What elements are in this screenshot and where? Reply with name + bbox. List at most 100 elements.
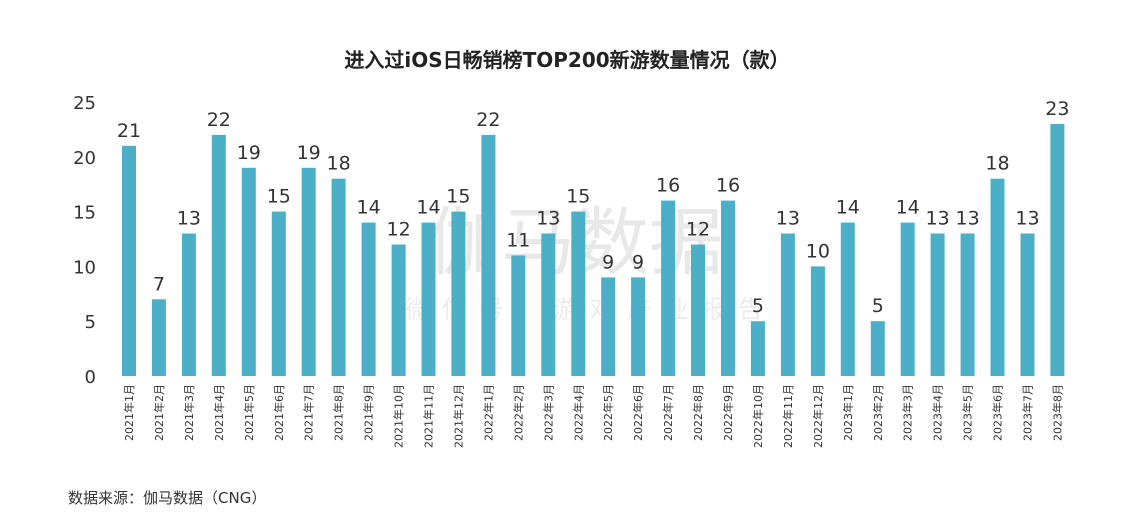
data-label: 5	[752, 295, 764, 317]
source-note: 数据来源：伽马数据（CNG）	[68, 489, 266, 507]
y-tick-label: 5	[85, 312, 96, 333]
data-label: 15	[566, 186, 590, 208]
x-tick-label: 2021年11月	[422, 384, 436, 448]
bar	[960, 233, 975, 376]
x-tick-label: 2023年2月	[871, 384, 885, 441]
bar	[361, 222, 376, 376]
data-label: 14	[357, 197, 381, 219]
bar	[151, 299, 166, 376]
bar	[780, 233, 795, 376]
bar	[900, 222, 915, 376]
x-tick-label: 2022年7月	[661, 384, 675, 441]
data-label: 10	[806, 240, 830, 262]
data-label: 19	[297, 142, 321, 164]
data-label: 23	[1045, 98, 1069, 120]
x-tick-label: 2022年2月	[511, 384, 525, 441]
x-tick-label: 2021年9月	[362, 384, 376, 441]
bar	[1020, 233, 1035, 376]
data-label: 9	[632, 251, 644, 273]
bar	[601, 277, 616, 376]
data-label: 15	[267, 186, 291, 208]
x-tick-label: 2023年4月	[931, 384, 945, 441]
data-label: 7	[153, 273, 165, 295]
bar	[181, 233, 196, 376]
x-tick-label: 2022年8月	[691, 384, 705, 441]
bar	[391, 244, 406, 376]
bar	[930, 233, 945, 376]
x-tick-label: 2023年5月	[961, 384, 975, 441]
bar	[541, 233, 556, 376]
y-tick-label: 0	[85, 367, 96, 388]
bar	[721, 200, 735, 376]
x-tick-label: 2023年7月	[1021, 384, 1035, 441]
x-tick-label: 2021年10月	[392, 384, 406, 448]
bar	[511, 255, 526, 376]
bar	[691, 244, 705, 376]
data-label: 12	[686, 219, 710, 241]
data-label: 19	[237, 142, 261, 164]
bar	[870, 321, 885, 376]
data-label: 13	[1015, 208, 1039, 230]
data-label: 13	[536, 208, 560, 230]
data-label: 11	[506, 229, 530, 251]
data-label: 22	[207, 109, 231, 131]
data-label: 18	[985, 153, 1009, 175]
y-tick-label: 20	[73, 148, 96, 169]
bar	[451, 211, 466, 376]
x-tick-label: 2023年3月	[901, 384, 915, 441]
x-tick-label: 2021年7月	[302, 384, 316, 441]
x-tick-label: 2021年2月	[152, 384, 166, 441]
x-axis: 2021年1月 2021年2月 2021年3月 2021年4月 2021年5月 2021年…	[122, 384, 1064, 448]
bar	[840, 222, 855, 376]
data-label: 13	[926, 208, 950, 230]
data-label: 9	[602, 251, 614, 273]
data-label: 18	[327, 153, 351, 175]
data-label: 22	[476, 109, 500, 131]
bar	[1050, 123, 1065, 377]
bars	[122, 123, 1065, 377]
x-tick-label: 2021年1月	[122, 384, 136, 441]
bar	[331, 178, 346, 376]
bar	[301, 167, 316, 376]
data-label: 13	[776, 208, 800, 230]
x-tick-label: 2021年4月	[212, 384, 226, 441]
data-label: 13	[177, 208, 201, 230]
bar	[122, 145, 136, 376]
x-tick-label: 2023年1月	[841, 384, 855, 441]
data-label: 13	[956, 208, 980, 230]
x-tick-label: 2021年8月	[332, 384, 346, 441]
data-label: 14	[896, 197, 920, 219]
x-tick-label: 2023年8月	[1050, 384, 1064, 441]
bar	[571, 211, 586, 376]
bar	[990, 178, 1005, 376]
data-label: 14	[416, 197, 440, 219]
data-label: 12	[387, 219, 411, 241]
bar	[271, 211, 286, 376]
x-tick-label: 2021年5月	[242, 384, 256, 441]
x-tick-label: 2022年11月	[781, 384, 795, 448]
x-tick-label: 2022年3月	[541, 384, 555, 441]
bar	[810, 266, 825, 376]
x-tick-label: 2022年12月	[811, 384, 825, 448]
bar	[241, 167, 256, 376]
y-tick-label: 15	[73, 203, 96, 224]
x-tick-label: 2021年3月	[182, 384, 196, 441]
x-tick-label: 2023年6月	[991, 384, 1005, 441]
x-tick-label: 2021年6月	[272, 384, 286, 441]
data-label: 15	[446, 186, 470, 208]
data-label: 14	[836, 197, 860, 219]
x-tick-label: 2022年10月	[751, 384, 765, 448]
bar	[211, 134, 226, 376]
x-tick-label: 2022年4月	[571, 384, 585, 441]
y-axis: 0 5 10 15 20 25	[73, 93, 96, 388]
x-tick-label: 2022年9月	[721, 384, 735, 441]
data-label: 5	[872, 295, 884, 317]
x-tick-label: 2022年5月	[601, 384, 615, 441]
bar	[661, 200, 676, 376]
x-tick-label: 2022年6月	[631, 384, 645, 441]
data-label: 16	[716, 175, 740, 197]
y-tick-label: 10	[73, 257, 96, 278]
bar	[481, 134, 496, 376]
